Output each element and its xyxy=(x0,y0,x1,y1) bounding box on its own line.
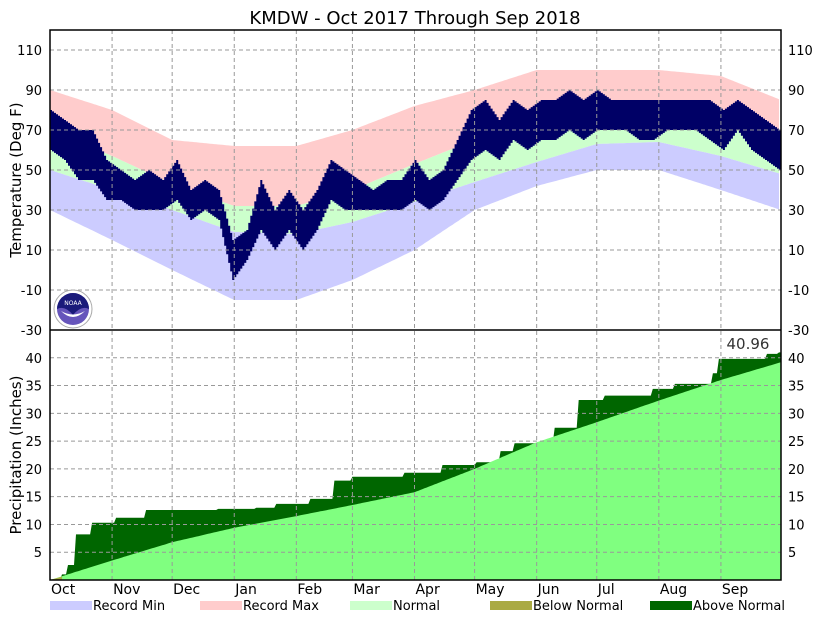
legend-label: Normal xyxy=(393,599,440,614)
precipitation-axis-label: Precipitation (Inches) xyxy=(7,376,25,535)
temp-tick-label-left: 10 xyxy=(25,244,42,259)
noaa-logo-icon: NOAA xyxy=(53,289,93,329)
month-tick-label: Jan xyxy=(234,582,257,598)
precip-tick-label-left: 25 xyxy=(25,435,42,450)
month-tick-label: May xyxy=(476,582,505,598)
precip-tick-label-right: 30 xyxy=(788,407,805,422)
precip-tick-label-left: 10 xyxy=(25,518,42,533)
temp-tick-label-left: 90 xyxy=(25,84,42,99)
chart-title: KMDW - Oct 2017 Through Sep 2018 xyxy=(249,8,580,29)
month-tick-label: Oct xyxy=(51,582,76,598)
precip-tick-label-right: 5 xyxy=(788,546,796,561)
temp-tick-label-right: 110 xyxy=(788,44,813,59)
legend-label: Above Normal xyxy=(693,599,785,614)
precip-tick-label-right: 10 xyxy=(788,518,805,533)
temp-tick-label-left: -30 xyxy=(21,324,42,339)
legend-swatch xyxy=(200,601,242,610)
month-tick-label: Aug xyxy=(660,582,687,598)
month-tick-label: Mar xyxy=(353,582,380,598)
precip-tick-label-left: 40 xyxy=(25,352,42,367)
temp-tick-label-right: 30 xyxy=(788,204,805,219)
precip-tick-label-left: 15 xyxy=(25,491,42,506)
precip-tick-label-right: 40 xyxy=(788,352,805,367)
temp-tick-label-left: 110 xyxy=(17,44,42,59)
plot-border xyxy=(49,29,782,581)
svg-text:NOAA: NOAA xyxy=(64,300,82,307)
precip-total-label: 40.96 xyxy=(727,335,770,353)
temp-tick-label-right: 50 xyxy=(788,164,805,179)
temp-tick-label-left: -10 xyxy=(21,284,42,299)
precip-tick-label-right: 15 xyxy=(788,491,805,506)
normal-precip-area xyxy=(50,362,781,580)
precipitation-panel xyxy=(50,352,781,580)
precip-tick-label-right: 35 xyxy=(788,380,805,395)
temp-tick-label-right: -10 xyxy=(788,284,809,299)
month-tick-label: Jun xyxy=(537,582,560,598)
legend: Record Min Record Max Normal Below Normal Ab… xyxy=(50,599,785,614)
below-normal-precip-area xyxy=(50,576,63,580)
legend-label: Below Normal xyxy=(533,599,623,614)
temp-tick-label-right: 90 xyxy=(788,84,805,99)
precip-tick-label-right: 25 xyxy=(788,435,805,450)
month-tick-label: Feb xyxy=(297,582,322,598)
axes: -30 -30 -10 -10 10 10 30 30 50 50 70 70 90 90 110 110 5 5… xyxy=(17,29,813,598)
legend-swatch xyxy=(490,601,532,610)
precip-tick-label-left: 30 xyxy=(25,407,42,422)
legend-label: Record Max xyxy=(243,599,319,614)
precip-tick-label-left: 35 xyxy=(25,380,42,395)
temperature-panel xyxy=(50,70,781,300)
observed-temperature-band xyxy=(50,90,781,280)
precip-tick-label-left: 5 xyxy=(34,546,42,561)
temp-tick-label-left: 30 xyxy=(25,204,42,219)
precip-tick-label-left: 20 xyxy=(25,463,42,478)
month-tick-label: Nov xyxy=(113,582,140,598)
month-tick-label: Sep xyxy=(722,582,749,598)
month-tick-label: Dec xyxy=(173,582,200,598)
legend-label: Record Min xyxy=(93,599,165,614)
temp-tick-label-left: 50 xyxy=(25,164,42,179)
temp-tick-label-right: -30 xyxy=(788,324,809,339)
legend-swatch xyxy=(650,601,692,610)
legend-swatch xyxy=(350,601,392,610)
temperature-axis-label: Temperature (Deg F) xyxy=(7,102,25,258)
month-tick-label: Jul xyxy=(597,582,615,598)
temp-tick-label-right: 10 xyxy=(788,244,805,259)
grid xyxy=(50,30,781,580)
temp-tick-label-left: 70 xyxy=(25,124,42,139)
temp-tick-label-right: 70 xyxy=(788,124,805,139)
month-tick-label: Apr xyxy=(415,582,439,598)
precip-tick-label-right: 20 xyxy=(788,463,805,478)
legend-swatch xyxy=(50,601,92,610)
